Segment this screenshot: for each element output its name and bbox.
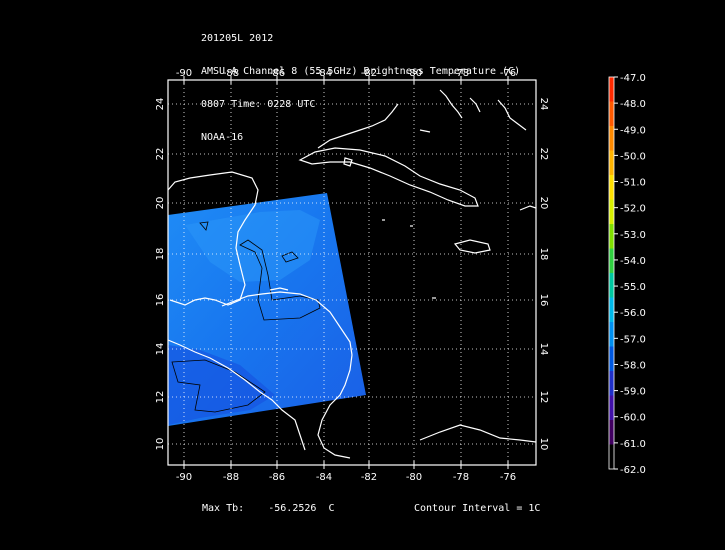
lat-label-left: 22	[155, 148, 166, 161]
colorbar-label: -53.0	[620, 230, 646, 241]
lat-label-right: 24	[538, 98, 549, 111]
lon-label-top: -82	[361, 68, 377, 79]
colorbar-segment	[609, 297, 614, 323]
lon-label-bottom: -86	[269, 472, 285, 483]
lon-label-bottom: -76	[500, 472, 516, 483]
colorbar-segment	[609, 322, 614, 347]
colorbar-segment	[609, 395, 614, 421]
lat-label-left: 24	[155, 98, 166, 111]
lon-label-top: -78	[453, 68, 469, 79]
colorbar-segment	[609, 444, 614, 470]
coastlines	[168, 89, 536, 459]
colorbar-segment	[609, 77, 614, 102]
lat-label-right: 16	[538, 294, 549, 307]
lat-label-left: 14	[155, 343, 166, 356]
lon-label-bottom: -90	[176, 472, 192, 483]
max-tb-readout: Max Tb: -56.2526 C	[202, 503, 335, 514]
product-title: AMSU-A Channel 8 (55.5GHz) Brightness Te…	[201, 66, 521, 77]
max-tb-value: -56.2526	[268, 503, 317, 514]
colorbar: -47.0 -48.0 -49.0 -50.0 -51.0 -52.0 -53.0 -54.0…	[608, 73, 646, 476]
lon-label-bottom: -82	[361, 472, 377, 483]
lon-label-top: -76	[500, 68, 516, 79]
lon-label-bottom: -80	[406, 472, 422, 483]
lat-label-left: 16	[155, 294, 166, 307]
colorbar-label: -56.0	[620, 308, 646, 319]
colorbar-label: -49.0	[620, 125, 646, 136]
lat-label-right: 10	[538, 438, 549, 451]
colorbar-label: -60.0	[620, 413, 646, 424]
colorbar-label: -59.0	[620, 387, 646, 398]
colorbar-segment	[609, 199, 614, 225]
colorbar-label: -47.0	[620, 73, 646, 84]
lat-label-right: 20	[538, 197, 549, 210]
colorbar-label: -58.0	[620, 360, 646, 371]
swath-light-region	[185, 210, 320, 282]
storm-id: 201205L 2012	[201, 33, 274, 44]
colorbar-segment	[609, 126, 614, 151]
lon-label-top: -88	[223, 68, 239, 79]
lon-label-top: -90	[176, 68, 192, 79]
lon-label-top: -80	[406, 68, 422, 79]
time-line: 0807 Time: 0228 UTC	[201, 99, 316, 110]
colorbar-segment	[609, 150, 614, 176]
colorbar-segment	[609, 273, 614, 298]
colorbar-segment	[609, 371, 614, 396]
colorbar-label: -48.0	[620, 99, 646, 110]
satellite-name: NOAA-16	[201, 132, 244, 143]
colorbar-frame	[608, 76, 615, 470]
lat-label-right: 14	[538, 343, 549, 356]
lat-label-right: 12	[538, 391, 549, 404]
contour-lines	[171, 221, 321, 413]
lon-label-top: -84	[316, 68, 332, 79]
lat-label-left: 10	[155, 438, 166, 451]
header: 201205L 2012 AMSU-A Channel 8 (55.5GHz) …	[201, 11, 520, 154]
lat-label-left: 20	[155, 197, 166, 210]
map-frame	[167, 79, 537, 466]
axis-ticks	[183, 76, 509, 469]
lat-label-left: 12	[155, 391, 166, 404]
lat-label-right: 18	[538, 248, 549, 261]
colorbar-label: -62.0	[620, 465, 646, 476]
max-tb-label: Max Tb:	[202, 503, 245, 514]
lon-label-bottom: -84	[316, 472, 332, 483]
lon-label-top: -86	[269, 68, 285, 79]
colorbar-segment	[609, 248, 614, 274]
lon-label-bottom: -88	[223, 472, 239, 483]
colorbar-label: -57.0	[620, 334, 646, 345]
colorbar-label: -52.0	[620, 204, 646, 215]
colorbar-segment	[609, 175, 614, 200]
contour-interval: Contour Interval = 1C	[414, 503, 541, 514]
colorbar-label: -54.0	[620, 256, 646, 267]
lon-label-bottom: -78	[453, 472, 469, 483]
colorbar-label: -61.0	[620, 439, 646, 450]
lat-label-left: 18	[155, 248, 166, 261]
colorbar-segment	[609, 346, 614, 372]
colorbar-segment	[609, 101, 614, 127]
colorbar-label: -55.0	[620, 282, 646, 293]
max-tb-unit: C	[328, 503, 335, 514]
colorbar-segment	[609, 224, 614, 249]
lat-label-right: 22	[538, 148, 549, 161]
colorbar-label: -51.0	[620, 178, 646, 189]
colorbar-segment	[609, 420, 614, 445]
colorbar-label: -50.0	[620, 151, 646, 162]
